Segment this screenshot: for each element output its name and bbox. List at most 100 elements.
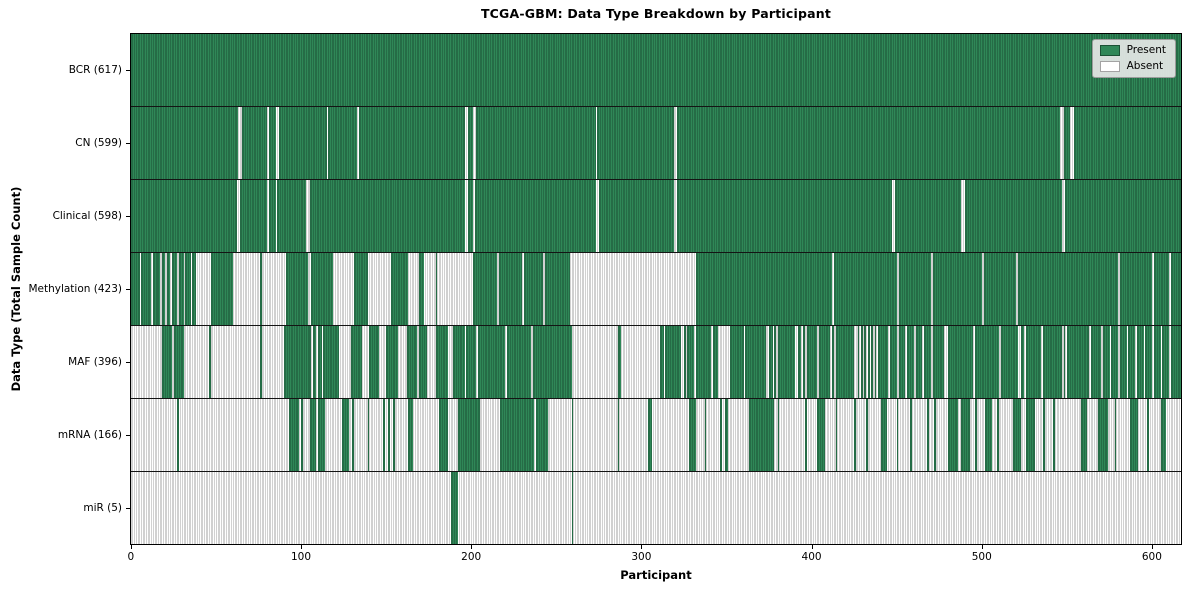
x-tick-mark — [981, 545, 983, 549]
row-cn — [131, 107, 1181, 180]
present-run — [386, 326, 399, 398]
present-run — [1053, 399, 1056, 471]
present-run — [1102, 326, 1110, 398]
present-run — [835, 326, 855, 398]
present-run — [435, 253, 438, 325]
present-run — [932, 253, 982, 325]
x-tick-label: 500 — [971, 551, 992, 563]
present-run — [474, 180, 596, 252]
y-tick-label-bcr: BCR (617) — [68, 63, 122, 76]
present-run — [141, 253, 152, 325]
present-run — [153, 253, 157, 325]
present-run — [598, 180, 674, 252]
present-run — [617, 399, 620, 471]
present-run — [867, 326, 870, 398]
present-run — [983, 253, 1016, 325]
present-run — [687, 326, 695, 398]
present-run — [1021, 326, 1025, 398]
present-run — [765, 399, 775, 471]
present-run — [617, 326, 622, 398]
present-run — [964, 180, 1062, 252]
present-run — [769, 326, 773, 398]
x-tick-label: 400 — [801, 551, 822, 563]
y-tick-label-mir: miR (5) — [83, 502, 122, 515]
present-run — [947, 326, 974, 398]
y-tick-label-clinical: Clinical (598) — [52, 209, 122, 222]
x-tick-label: 600 — [1141, 551, 1162, 563]
present-run — [131, 34, 1181, 106]
y-tick-label-mrna: mRNA (166) — [57, 429, 122, 442]
present-run — [1128, 326, 1136, 398]
present-run — [156, 253, 160, 325]
present-run — [816, 399, 826, 471]
present-run — [1170, 253, 1181, 325]
present-run — [260, 326, 263, 398]
present-run — [171, 253, 177, 325]
present-run — [665, 326, 681, 398]
present-run — [1111, 326, 1119, 398]
present-run — [260, 253, 263, 325]
present-run — [1073, 107, 1181, 179]
present-run — [1136, 326, 1144, 398]
y-tick-mark — [126, 142, 130, 144]
present-run — [910, 399, 913, 471]
present-run — [178, 253, 184, 325]
present-run — [467, 180, 474, 252]
legend-item-present: Present — [1099, 45, 1166, 56]
y-tick-label-maf: MAF (396) — [68, 356, 122, 369]
present-run — [131, 180, 237, 252]
present-run — [176, 399, 179, 471]
present-run — [1065, 180, 1181, 252]
present-run — [866, 399, 868, 471]
present-run — [828, 326, 831, 398]
present-run — [942, 326, 945, 398]
present-run — [677, 107, 1061, 179]
present-run — [289, 399, 300, 471]
y-tick-label-cn: CN (599) — [75, 136, 122, 149]
present-run — [352, 399, 354, 471]
y-tick-mark — [126, 289, 130, 290]
present-run — [1153, 326, 1161, 398]
present-run — [435, 326, 448, 398]
present-run — [961, 399, 970, 471]
present-run — [408, 399, 414, 471]
present-run — [359, 107, 465, 179]
present-run — [1063, 107, 1071, 179]
present-run — [353, 253, 368, 325]
present-run — [391, 253, 409, 325]
present-run — [466, 326, 477, 398]
present-run — [209, 326, 211, 398]
present-run — [861, 326, 863, 398]
present-run — [997, 399, 999, 471]
present-run — [406, 326, 417, 398]
present-run — [907, 326, 914, 398]
row-clinical — [131, 180, 1181, 253]
present-run — [854, 399, 856, 471]
present-run — [161, 253, 166, 325]
present-run — [536, 399, 548, 471]
present-run — [748, 399, 766, 471]
present-run — [927, 399, 930, 471]
present-run — [1119, 326, 1127, 398]
present-run — [1043, 326, 1061, 398]
present-run — [369, 326, 380, 398]
present-run — [277, 180, 307, 252]
present-run — [350, 326, 363, 398]
x-tick-label: 200 — [461, 551, 482, 563]
present-run — [803, 326, 805, 398]
present-run — [1090, 326, 1101, 398]
row-mir — [131, 472, 1181, 544]
present-run — [798, 326, 802, 398]
present-run — [684, 326, 686, 398]
present-run — [571, 399, 574, 471]
present-run — [1114, 399, 1117, 471]
y-tick-mark — [126, 215, 130, 217]
present-run — [478, 399, 480, 471]
present-run — [173, 326, 184, 398]
present-run — [1162, 326, 1170, 398]
x-tick-mark — [641, 545, 643, 549]
absent-swatch — [1099, 61, 1120, 72]
present-run — [1043, 399, 1045, 471]
present-run — [313, 326, 317, 398]
